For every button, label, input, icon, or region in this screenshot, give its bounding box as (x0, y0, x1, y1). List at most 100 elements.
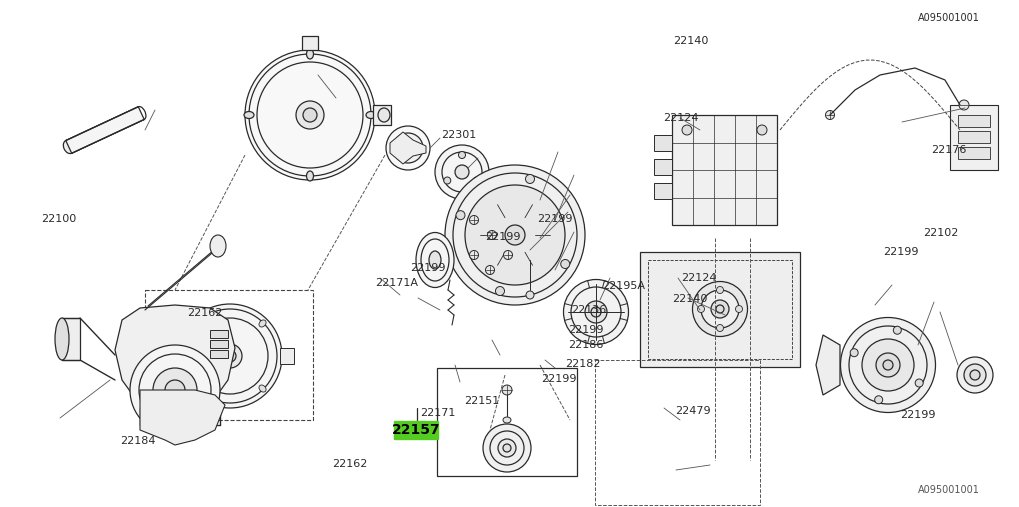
Ellipse shape (504, 225, 525, 245)
Ellipse shape (483, 424, 531, 472)
Ellipse shape (893, 326, 901, 334)
Ellipse shape (303, 108, 317, 122)
Text: 22140: 22140 (673, 35, 708, 46)
Ellipse shape (914, 379, 922, 387)
Ellipse shape (469, 215, 478, 225)
Text: 22176: 22176 (930, 145, 966, 155)
Ellipse shape (710, 300, 729, 318)
Ellipse shape (401, 142, 414, 154)
FancyBboxPatch shape (393, 421, 437, 439)
Ellipse shape (454, 165, 469, 179)
Bar (210, 350, 228, 358)
Ellipse shape (485, 266, 494, 274)
Bar (594, 360, 759, 505)
Ellipse shape (459, 152, 465, 159)
Ellipse shape (682, 125, 691, 135)
Ellipse shape (487, 231, 496, 239)
Text: A095001001: A095001001 (917, 485, 979, 495)
Ellipse shape (55, 318, 69, 360)
Ellipse shape (416, 233, 453, 287)
Ellipse shape (526, 291, 534, 299)
Ellipse shape (178, 304, 281, 408)
Ellipse shape (259, 320, 266, 327)
Ellipse shape (469, 250, 478, 260)
Ellipse shape (443, 177, 450, 184)
Text: 22140: 22140 (672, 294, 707, 304)
Text: 22162: 22162 (332, 459, 368, 469)
Ellipse shape (473, 177, 480, 184)
Ellipse shape (218, 344, 242, 368)
Text: 22136: 22136 (571, 305, 606, 315)
Text: 22479: 22479 (675, 406, 710, 416)
Ellipse shape (958, 100, 968, 110)
Ellipse shape (502, 444, 511, 452)
Bar (653, 159, 672, 175)
Ellipse shape (715, 324, 722, 332)
Text: 22199: 22199 (568, 324, 603, 335)
Bar (210, 330, 228, 338)
Ellipse shape (129, 345, 220, 435)
Bar (957, 147, 989, 159)
Ellipse shape (194, 385, 201, 392)
Ellipse shape (715, 286, 722, 294)
Text: 22199: 22199 (537, 214, 573, 224)
Polygon shape (815, 335, 840, 395)
Ellipse shape (465, 185, 565, 285)
Ellipse shape (429, 251, 440, 269)
Ellipse shape (560, 260, 570, 269)
Ellipse shape (224, 350, 235, 362)
Text: 22162: 22162 (186, 308, 222, 318)
Ellipse shape (956, 357, 993, 393)
Ellipse shape (525, 174, 534, 184)
Ellipse shape (850, 349, 857, 357)
Bar (639, 252, 799, 367)
Text: 22171A: 22171A (375, 278, 418, 288)
Ellipse shape (385, 126, 430, 170)
Ellipse shape (501, 385, 512, 395)
Ellipse shape (210, 235, 226, 257)
Text: 22301: 22301 (440, 130, 476, 140)
Text: 22157: 22157 (391, 423, 439, 437)
Bar (672, 115, 776, 225)
Polygon shape (115, 305, 234, 415)
Bar (957, 131, 989, 143)
Ellipse shape (969, 370, 979, 380)
Ellipse shape (585, 301, 606, 323)
Ellipse shape (378, 108, 389, 122)
Ellipse shape (366, 112, 376, 119)
Ellipse shape (735, 306, 742, 312)
Polygon shape (140, 390, 225, 445)
Ellipse shape (882, 360, 892, 370)
Ellipse shape (434, 145, 488, 199)
Text: 22171: 22171 (420, 408, 455, 418)
Ellipse shape (590, 307, 600, 317)
Ellipse shape (824, 111, 834, 120)
Ellipse shape (165, 380, 184, 400)
Ellipse shape (153, 368, 197, 412)
Text: 22100: 22100 (41, 214, 76, 224)
Ellipse shape (245, 50, 375, 180)
Ellipse shape (874, 396, 881, 404)
Ellipse shape (861, 339, 913, 391)
Ellipse shape (259, 385, 266, 392)
Ellipse shape (697, 306, 704, 312)
Text: 22199: 22199 (899, 410, 934, 420)
Ellipse shape (562, 279, 628, 344)
Text: 22102: 22102 (922, 228, 958, 238)
Bar (653, 183, 672, 199)
Bar (436, 368, 577, 476)
Ellipse shape (392, 133, 423, 163)
Text: 22124: 22124 (681, 273, 716, 283)
Ellipse shape (502, 417, 511, 423)
Bar (949, 105, 997, 170)
Bar (145, 290, 313, 420)
Ellipse shape (497, 439, 516, 457)
Text: 22199: 22199 (541, 374, 577, 384)
Ellipse shape (455, 211, 465, 220)
Ellipse shape (692, 281, 747, 337)
Polygon shape (62, 318, 79, 360)
Text: 22151: 22151 (464, 395, 499, 406)
Bar (373, 105, 390, 125)
Text: 22199: 22199 (410, 263, 445, 273)
Text: 22186: 22186 (568, 340, 603, 350)
